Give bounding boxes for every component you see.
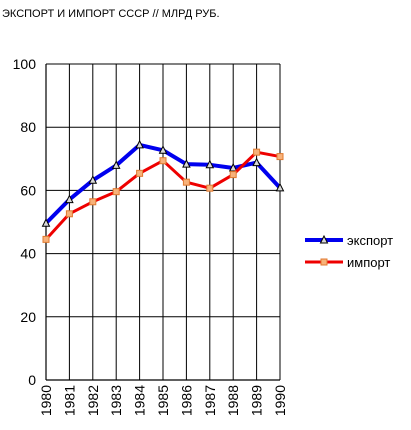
data-point	[229, 171, 237, 179]
data-point	[206, 184, 214, 192]
data-point	[276, 153, 284, 161]
series-layer	[41, 139, 285, 243]
legend: экспорт импорт	[305, 233, 393, 270]
legend-label: экспорт	[347, 233, 393, 248]
data-point	[42, 235, 50, 243]
y-tick-label: 100	[13, 56, 37, 72]
x-tick-labels: 1980 1981 1982 1983 1984 1985 1986 1987 1988 1989…	[38, 385, 288, 416]
y-tick-label: 80	[20, 119, 36, 135]
data-point	[205, 159, 215, 169]
data-point	[228, 162, 238, 172]
data-point	[182, 159, 191, 168]
x-tick-label: 1981	[61, 385, 77, 416]
data-point	[41, 218, 51, 227]
x-tick-label: 1988	[225, 385, 241, 416]
data-point	[158, 145, 168, 154]
x-tick-label: 1984	[132, 385, 148, 416]
y-tick-label: 20	[20, 309, 36, 325]
data-point	[112, 188, 120, 196]
x-tick-label: 1983	[108, 385, 124, 416]
data-point	[253, 148, 261, 156]
x-tick-label: 1990	[272, 385, 288, 416]
legend-item: экспорт	[305, 233, 393, 248]
data-point	[136, 169, 144, 177]
x-tick-label: 1985	[155, 385, 171, 416]
data-point	[275, 182, 285, 192]
grid	[45, 63, 281, 381]
chart-title: ЭКСПОРТ И ИМПОРТ СССР // МЛРД РУБ.	[2, 8, 220, 20]
y-tick-labels: 0 20 40 60 80 100	[13, 56, 37, 388]
data-point	[182, 178, 190, 186]
y-tick-label: 40	[20, 246, 36, 262]
data-point	[89, 198, 97, 206]
data-point	[65, 210, 73, 218]
legend-marker	[320, 258, 328, 266]
x-tick-label: 1986	[178, 385, 194, 416]
data-point	[88, 175, 98, 184]
y-tick-label: 0	[28, 372, 36, 388]
x-tick-label: 1989	[249, 385, 265, 416]
legend-item: импорт	[305, 255, 390, 270]
x-tick-label: 1980	[38, 385, 54, 416]
data-point	[135, 139, 144, 149]
data-point	[111, 160, 121, 169]
legend-marker	[319, 234, 329, 244]
legend-label: импорт	[347, 255, 390, 270]
data-point	[65, 194, 74, 204]
series-import	[42, 148, 284, 243]
x-tick-label: 1987	[202, 385, 218, 416]
data-point	[252, 157, 261, 167]
x-tick-label: 1982	[85, 385, 101, 416]
y-tick-label: 60	[20, 182, 36, 198]
data-point	[159, 157, 167, 165]
